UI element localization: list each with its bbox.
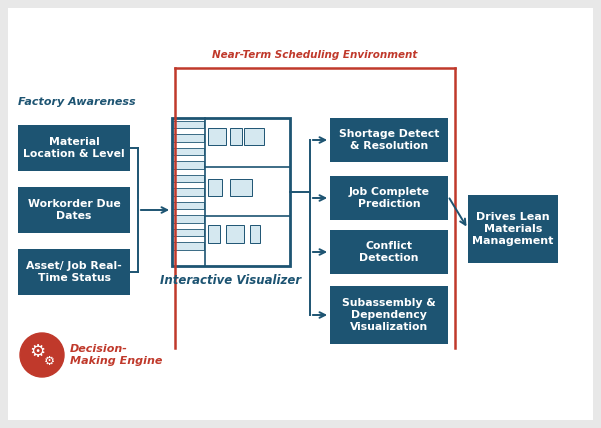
Text: Material
Location & Level: Material Location & Level [23,137,125,159]
FancyBboxPatch shape [330,286,448,344]
FancyBboxPatch shape [173,134,204,142]
FancyBboxPatch shape [173,202,204,209]
Text: ⚙: ⚙ [29,343,45,361]
FancyBboxPatch shape [173,148,204,155]
Text: ⚙: ⚙ [43,354,55,368]
FancyBboxPatch shape [173,215,204,223]
FancyBboxPatch shape [330,118,448,162]
FancyBboxPatch shape [18,125,130,171]
FancyBboxPatch shape [173,242,204,250]
Text: Decision-
Making Engine: Decision- Making Engine [70,344,162,366]
Text: Conflict
Detection: Conflict Detection [359,241,419,263]
FancyBboxPatch shape [8,8,593,420]
Text: Near-Term Scheduling Environment: Near-Term Scheduling Environment [212,50,418,60]
FancyBboxPatch shape [208,226,220,243]
Text: Subassembly &
Dependency
Visualization: Subassembly & Dependency Visualization [342,298,436,332]
FancyBboxPatch shape [173,188,204,196]
FancyBboxPatch shape [173,229,204,236]
FancyBboxPatch shape [250,226,260,243]
FancyBboxPatch shape [173,175,204,182]
FancyBboxPatch shape [18,249,130,295]
FancyBboxPatch shape [244,128,264,145]
Text: Job Complete
Prediction: Job Complete Prediction [349,187,430,209]
FancyBboxPatch shape [173,161,204,169]
FancyBboxPatch shape [230,179,252,196]
Circle shape [20,333,64,377]
FancyBboxPatch shape [173,121,204,128]
Text: Asset/ Job Real-
Time Status: Asset/ Job Real- Time Status [26,261,122,283]
Text: Interactive Visualizer: Interactive Visualizer [160,274,302,288]
Text: Workorder Due
Dates: Workorder Due Dates [28,199,120,221]
FancyBboxPatch shape [18,187,130,233]
FancyBboxPatch shape [468,195,558,263]
FancyBboxPatch shape [172,118,290,266]
FancyBboxPatch shape [208,128,226,145]
FancyBboxPatch shape [230,128,242,145]
Text: Shortage Detect
& Resolution: Shortage Detect & Resolution [339,129,439,151]
FancyBboxPatch shape [330,176,448,220]
Text: Drives Lean
Materials
Management: Drives Lean Materials Management [472,212,554,246]
FancyBboxPatch shape [208,179,222,196]
FancyBboxPatch shape [226,226,244,243]
FancyBboxPatch shape [330,230,448,274]
Text: Factory Awareness: Factory Awareness [18,97,136,107]
